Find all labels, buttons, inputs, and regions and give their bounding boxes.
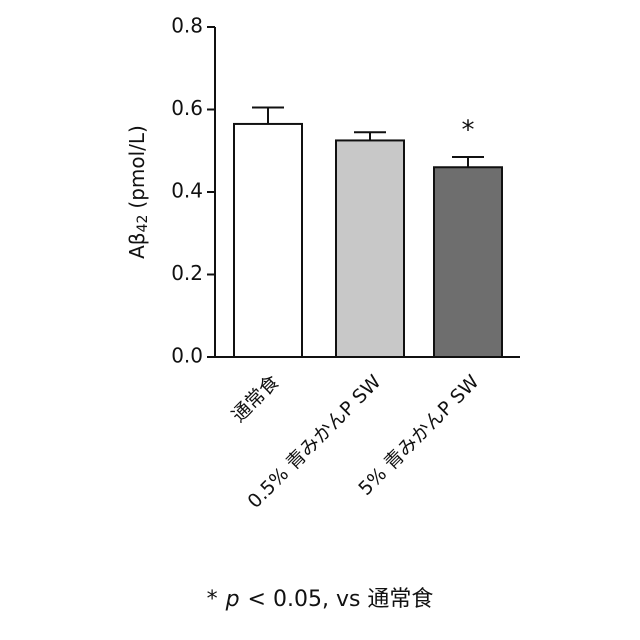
significance-mark: * bbox=[462, 115, 475, 145]
y-label-base: Aβ bbox=[125, 232, 149, 258]
y-tick-label: 0.2 bbox=[171, 261, 203, 285]
y-tick-label: 0.8 bbox=[171, 14, 203, 38]
x-tick-label: 通常食 bbox=[228, 371, 284, 427]
bar bbox=[336, 140, 404, 357]
y-tick-label: 0.4 bbox=[171, 179, 203, 203]
footnote-p: p bbox=[225, 587, 240, 612]
y-axis-label: Aβ42 (pmol/L) bbox=[125, 125, 152, 259]
bar bbox=[434, 167, 502, 357]
footnote-rest: < 0.05, vs 通常食 bbox=[248, 587, 434, 612]
footnote-mark: * bbox=[207, 587, 218, 612]
y-label-unit: (pmol/L) bbox=[125, 125, 149, 208]
y-tick-label: 0.6 bbox=[171, 96, 203, 120]
y-label-sub: 42 bbox=[135, 215, 151, 233]
footnote: * p < 0.05, vs 通常食 bbox=[207, 587, 434, 612]
chart: Aβ42 (pmol/L) * p < 0.05, vs 通常食 0.0 0.2 0.4 0… bbox=[0, 0, 640, 640]
page: Aβ42 (pmol/L) * p < 0.05, vs 通常食 0.0 0.2 0.4 0… bbox=[0, 0, 640, 640]
bar bbox=[234, 124, 302, 357]
y-tick-label: 0.0 bbox=[171, 344, 203, 368]
